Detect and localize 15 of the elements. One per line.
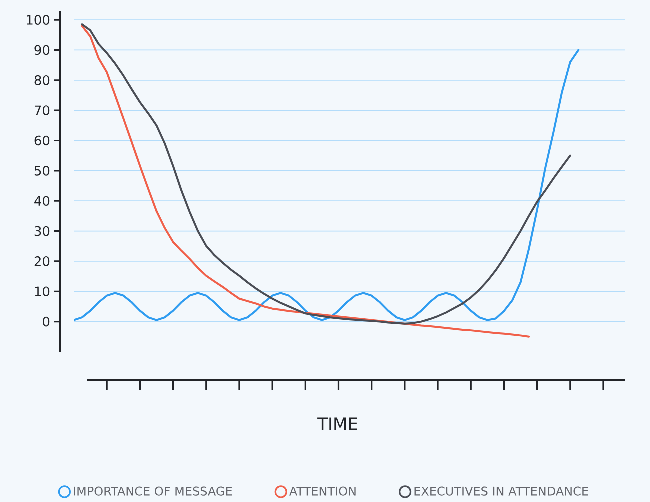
- x-axis-title: TIME: [318, 418, 358, 430]
- y-tick-label: 50: [34, 166, 50, 176]
- legend-label: ATTENTION: [290, 486, 356, 496]
- y-tick-label: 90: [34, 45, 50, 56]
- legend-label: EXECUTIVES IN ATTENDANCE: [414, 486, 588, 496]
- y-tick-label: 0: [43, 316, 50, 327]
- y-tick-label: 30: [34, 226, 50, 236]
- y-tick-label: 20: [34, 256, 50, 266]
- y-tick-label: 80: [34, 75, 50, 86]
- legend-label: IMPORTANCE OF MESSAGE: [74, 486, 232, 496]
- y-tick-label: 70: [34, 106, 50, 116]
- y-tick-label: 40: [34, 196, 50, 206]
- y-tick-label: 100: [27, 15, 50, 25]
- y-tick-label: 10: [35, 286, 50, 297]
- y-tick-label: 60: [34, 136, 50, 146]
